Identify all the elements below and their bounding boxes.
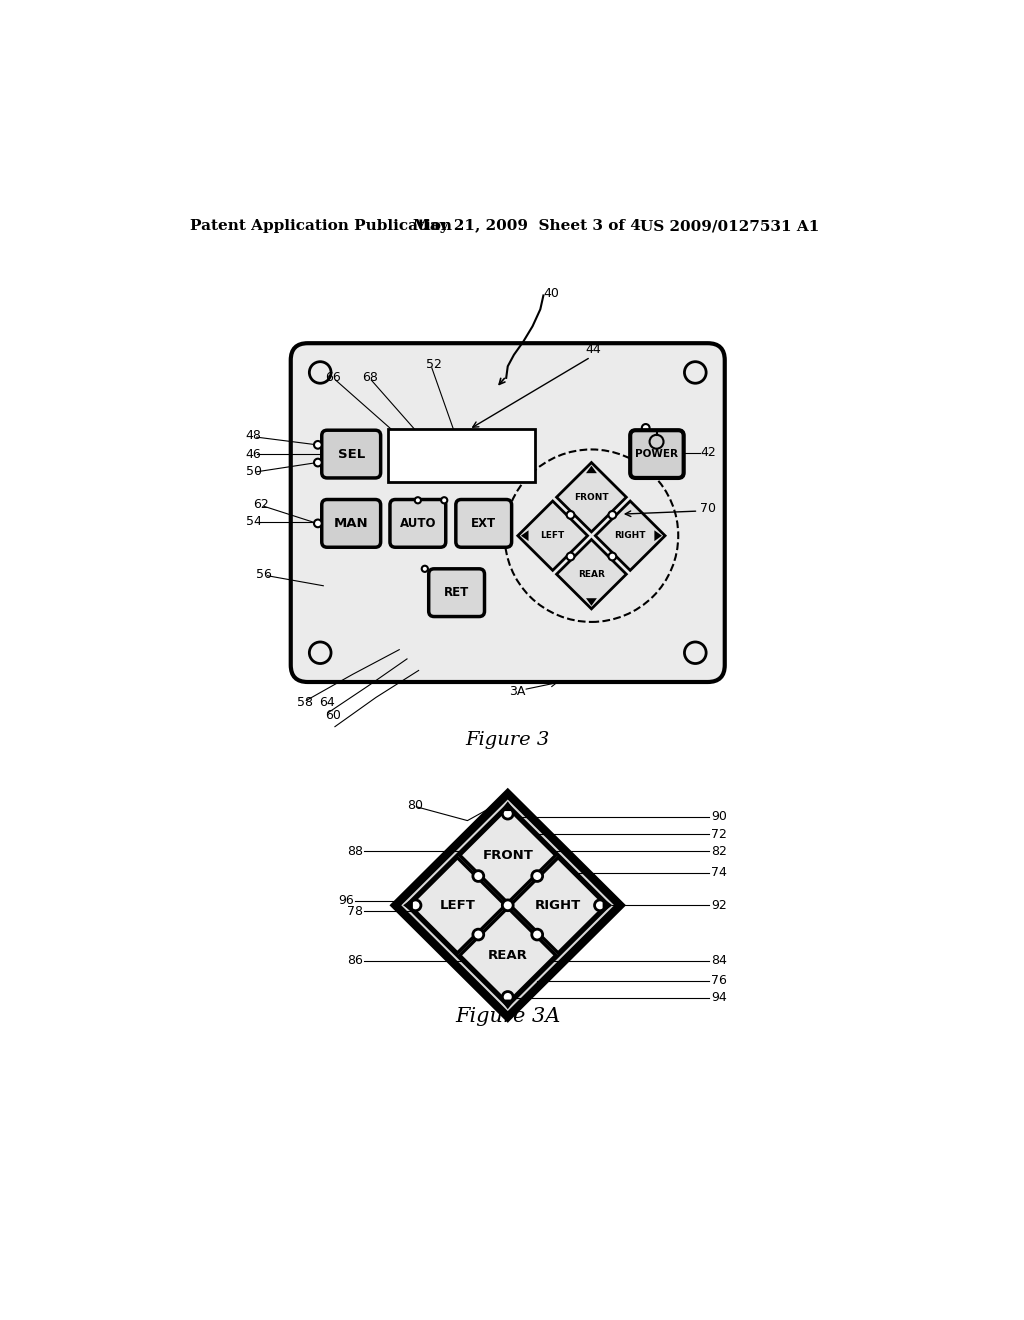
FancyBboxPatch shape (429, 569, 484, 616)
Circle shape (503, 900, 513, 911)
Text: Figure 3A: Figure 3A (455, 1007, 560, 1027)
Circle shape (503, 991, 513, 1002)
Text: Patent Application Publication: Patent Application Publication (190, 219, 452, 234)
Circle shape (473, 929, 483, 940)
FancyBboxPatch shape (388, 429, 535, 482)
Text: RET: RET (444, 586, 469, 599)
Text: RIGHT: RIGHT (614, 531, 646, 540)
Polygon shape (501, 801, 515, 810)
Text: 76: 76 (711, 974, 727, 987)
Text: REAR: REAR (487, 949, 527, 962)
Circle shape (531, 929, 543, 940)
Polygon shape (403, 899, 413, 912)
FancyBboxPatch shape (456, 499, 512, 548)
Polygon shape (557, 540, 627, 609)
Text: 3A: 3A (509, 685, 525, 698)
Circle shape (566, 511, 574, 519)
Circle shape (309, 642, 331, 664)
Circle shape (422, 566, 428, 572)
Text: RIGHT: RIGHT (535, 899, 582, 912)
Circle shape (415, 498, 421, 503)
Circle shape (608, 511, 616, 519)
Polygon shape (654, 531, 662, 541)
Text: 82: 82 (711, 845, 727, 858)
Text: 48: 48 (246, 429, 262, 442)
Circle shape (595, 900, 605, 911)
Text: 74: 74 (711, 866, 727, 879)
Circle shape (314, 459, 322, 466)
Polygon shape (410, 858, 506, 953)
Text: FRONT: FRONT (482, 849, 534, 862)
Text: EXT: EXT (471, 517, 497, 529)
Circle shape (314, 441, 322, 449)
Polygon shape (460, 808, 556, 903)
Text: 44: 44 (586, 343, 601, 356)
Polygon shape (501, 999, 515, 1010)
Text: 68: 68 (362, 371, 378, 384)
Circle shape (441, 498, 447, 503)
Circle shape (684, 362, 707, 383)
Text: 64: 64 (318, 696, 335, 709)
Text: 84: 84 (711, 954, 727, 968)
Text: 96: 96 (338, 894, 353, 907)
Text: May 21, 2009  Sheet 3 of 4: May 21, 2009 Sheet 3 of 4 (414, 219, 641, 234)
Text: 46: 46 (246, 447, 261, 461)
Text: REAR: REAR (578, 570, 605, 578)
Text: 88: 88 (347, 845, 362, 858)
Polygon shape (586, 466, 597, 473)
Text: 60: 60 (326, 709, 341, 722)
Text: 70: 70 (700, 502, 716, 515)
Text: AUTO: AUTO (399, 517, 436, 529)
Text: 92: 92 (711, 899, 727, 912)
Circle shape (531, 871, 543, 882)
Polygon shape (595, 502, 665, 570)
Text: US 2009/0127531 A1: US 2009/0127531 A1 (640, 219, 819, 234)
Text: 42: 42 (700, 446, 716, 459)
Circle shape (566, 553, 574, 561)
Circle shape (473, 871, 483, 882)
Circle shape (684, 642, 707, 664)
Text: 80: 80 (407, 799, 423, 812)
Text: 52: 52 (426, 358, 442, 371)
Circle shape (309, 362, 331, 383)
Text: 40: 40 (544, 286, 559, 300)
Text: 94: 94 (711, 991, 727, 1005)
Text: POWER: POWER (636, 449, 679, 459)
Text: Figure 3: Figure 3 (466, 731, 550, 748)
Polygon shape (602, 899, 612, 912)
FancyBboxPatch shape (390, 499, 445, 548)
FancyBboxPatch shape (630, 430, 684, 478)
FancyBboxPatch shape (291, 343, 725, 682)
Text: LEFT: LEFT (541, 531, 565, 540)
Text: 62: 62 (254, 499, 269, 511)
Text: 90: 90 (711, 810, 727, 824)
Polygon shape (586, 598, 597, 606)
Polygon shape (460, 908, 556, 1003)
Circle shape (314, 520, 322, 527)
Circle shape (503, 808, 513, 818)
Text: 78: 78 (347, 906, 362, 917)
Text: 66: 66 (326, 371, 341, 384)
Text: 54: 54 (246, 515, 262, 528)
Text: SEL: SEL (338, 447, 365, 461)
FancyBboxPatch shape (322, 499, 381, 548)
Polygon shape (518, 502, 588, 570)
Circle shape (608, 553, 616, 561)
Polygon shape (395, 793, 621, 1016)
Text: 72: 72 (711, 828, 727, 841)
Polygon shape (407, 804, 609, 1006)
Text: 50: 50 (246, 465, 262, 478)
Text: LEFT: LEFT (439, 899, 475, 912)
Text: FRONT: FRONT (574, 492, 608, 502)
Polygon shape (521, 531, 528, 541)
FancyBboxPatch shape (322, 430, 381, 478)
Text: MAN: MAN (334, 517, 369, 529)
Circle shape (410, 900, 421, 911)
Text: 58: 58 (297, 696, 313, 709)
Polygon shape (510, 858, 606, 953)
Circle shape (642, 424, 649, 432)
Polygon shape (557, 462, 627, 532)
Text: 56: 56 (256, 568, 271, 581)
Text: 86: 86 (347, 954, 362, 968)
